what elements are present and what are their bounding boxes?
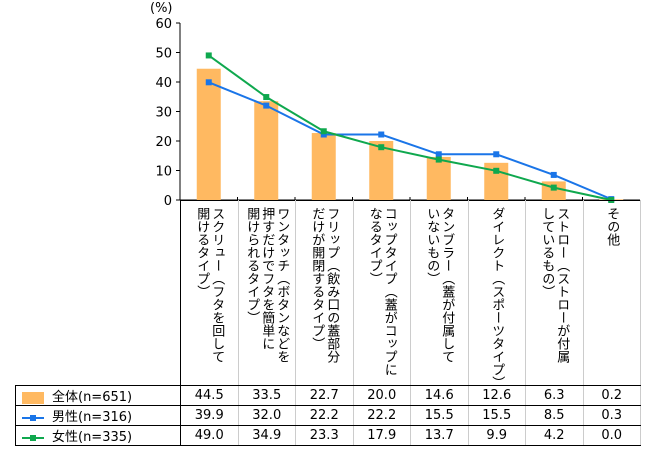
- category-label: タンブラー（蓋が付属して いないもの）: [424, 207, 455, 363]
- data-cell: 23.3: [295, 425, 354, 446]
- data-cell: 12.6: [467, 385, 526, 406]
- series-line-2: [208, 54, 612, 201]
- category-label: コップタイプ（蓋がコップに なるタイプ）: [366, 207, 397, 376]
- bar: [369, 141, 394, 200]
- data-cell: 17.9: [352, 425, 411, 446]
- legend-swatch-line: [22, 434, 44, 441]
- category-header: ストロー（ストローが付属 しているもの）: [525, 200, 584, 386]
- data-cell: 6.3: [525, 385, 584, 406]
- data-cell: 20.0: [352, 385, 411, 406]
- y-tick-label: 10: [155, 165, 172, 180]
- table-corner: [15, 200, 181, 386]
- data-cell: 13.7: [410, 425, 469, 446]
- legend-entry: 女性(n=335): [15, 425, 181, 446]
- data-cell: 49.0: [180, 425, 239, 446]
- data-cell: 0.0: [582, 425, 641, 446]
- series-marker: [205, 52, 212, 59]
- data-cell: 34.9: [237, 425, 296, 446]
- series-marker: [435, 151, 442, 158]
- data-cell: 22.2: [295, 405, 354, 426]
- category-label: その他: [604, 207, 620, 246]
- y-tick-label: 20: [155, 135, 172, 150]
- data-cell: 33.5: [237, 385, 296, 406]
- bar: [311, 133, 336, 200]
- legend-entry: 男性(n=316): [15, 405, 181, 426]
- category-header: フリップ（飲み口の蓋部分 だけが開閉するタイプ）: [295, 200, 354, 386]
- category-header: その他: [582, 200, 641, 386]
- series-name: 全体(n=651): [52, 390, 133, 405]
- data-cell: 0.2: [582, 385, 641, 406]
- category-header: ワンタッチ（ボタンなどを 押すだけでフタを簡単に 開けられるタイプ）: [237, 200, 296, 386]
- data-cell: 0.3: [582, 405, 641, 426]
- category-header: タンブラー（蓋が付属して いないもの）: [410, 200, 469, 386]
- y-tick-label: 50: [155, 47, 172, 62]
- legend-entry: 全体(n=651): [15, 385, 181, 406]
- y-axis-unit: (%): [150, 1, 173, 16]
- data-cell: 22.2: [352, 405, 411, 426]
- data-cell: 44.5: [180, 385, 239, 406]
- data-table: スクリュー（フタを回して 開けるタイプ） ワンタッチ（ボタンなどを 押すだけでフタ…: [15, 200, 641, 446]
- category-label: フリップ（飲み口の蓋部分 だけが開閉するタイプ）: [309, 207, 340, 363]
- series-marker: [435, 156, 442, 163]
- series-marker: [493, 151, 500, 158]
- y-tick-label: 60: [155, 17, 172, 32]
- series-marker: [205, 79, 212, 86]
- series-marker: [550, 171, 557, 178]
- data-cell: 39.9: [180, 405, 239, 426]
- series-marker: [263, 94, 270, 101]
- series-name: 男性(n=316): [52, 410, 133, 425]
- data-cell: 8.5: [525, 405, 584, 426]
- category-header: ダイレクト（スポーツタイプ）: [467, 200, 526, 389]
- series-marker: [378, 144, 385, 151]
- series-marker: [320, 128, 327, 135]
- series-marker: [493, 167, 500, 174]
- bar: [196, 68, 221, 200]
- y-tick-label: 40: [155, 76, 172, 91]
- category-header: スクリュー（フタを回して 開けるタイプ）: [180, 200, 239, 386]
- data-cell: 14.6: [410, 385, 469, 406]
- legend-swatch-bar: [22, 391, 44, 404]
- series-marker: [263, 102, 270, 109]
- data-cell: 32.0: [237, 405, 296, 426]
- category-header: コップタイプ（蓋がコップに なるタイプ）: [352, 200, 411, 386]
- category-label: ストロー（ストローが付属 しているもの）: [539, 207, 570, 363]
- data-cell: 9.9: [467, 425, 526, 446]
- table-row: 全体(n=651) 44.5 33.5 22.7 20.0 14.6 12.6 6.3 0.2: [15, 385, 641, 406]
- category-label: ワンタッチ（ボタンなどを 押すだけでフタを簡単に 開けられるタイプ）: [244, 207, 290, 363]
- series-marker: [378, 131, 385, 138]
- bar: [426, 156, 451, 200]
- series-marker: [550, 184, 557, 191]
- y-tick-label: 30: [155, 106, 172, 121]
- series-marker: [320, 131, 327, 138]
- category-label: ダイレクト（スポーツタイプ）: [489, 207, 505, 389]
- bar: [254, 101, 279, 200]
- category-label: スクリュー（フタを回して 開けるタイプ）: [194, 207, 225, 363]
- data-cell: 22.7: [295, 385, 354, 406]
- data-cell: 15.5: [410, 405, 469, 426]
- table-row: 男性(n=316) 39.9 32.0 22.2 22.2 15.5 15.5 8.5 0.3: [15, 405, 641, 426]
- legend-swatch-line: [22, 414, 44, 421]
- series-name: 女性(n=335): [52, 430, 133, 445]
- data-cell: 4.2: [525, 425, 584, 446]
- data-cell: 15.5: [467, 405, 526, 426]
- table-row: 女性(n=335) 49.0 34.9 23.3 17.9 13.7 9.9 4.2 0.0: [15, 425, 641, 446]
- series-line-1: [208, 81, 612, 201]
